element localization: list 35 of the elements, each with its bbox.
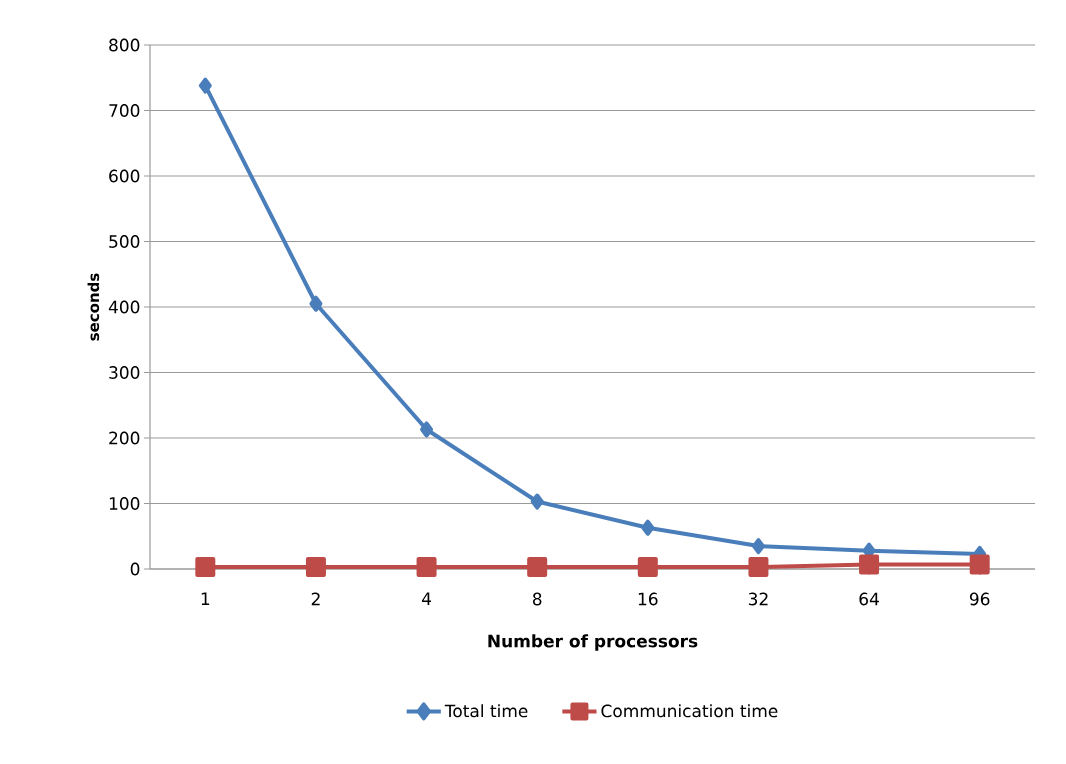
point — [641, 519, 655, 536]
point — [309, 295, 323, 312]
legend-label: Communication time — [601, 704, 778, 718]
x-tick-label: 4 — [421, 592, 432, 605]
point — [195, 557, 216, 578]
x-tick-label: 64 — [859, 592, 879, 606]
point — [530, 493, 544, 510]
x-tick-label: 8 — [532, 592, 542, 606]
x-tick-label: 96 — [969, 592, 990, 606]
point — [751, 538, 765, 555]
y-tick-label: 0 — [130, 562, 140, 576]
y-tick-label: 100 — [109, 497, 140, 510]
point — [416, 557, 437, 578]
y-tick-label: 500 — [109, 235, 140, 248]
point — [420, 421, 434, 438]
point — [198, 77, 212, 94]
point — [748, 557, 769, 578]
point — [969, 554, 990, 575]
y-axis-title: seconds — [87, 273, 100, 341]
point — [859, 554, 880, 575]
x-axis-title: Number of processors — [488, 634, 698, 651]
y-tick-label: 600 — [109, 169, 140, 183]
point — [527, 557, 548, 578]
y-tick-label: 700 — [109, 104, 140, 117]
point — [305, 557, 326, 578]
y-tick-label: 300 — [109, 366, 140, 379]
y-tick-label: 200 — [109, 431, 140, 445]
y-tick-label: 800 — [109, 38, 140, 52]
x-tick-label: 2 — [311, 592, 320, 606]
point — [637, 557, 658, 578]
legend-label: Total time — [444, 704, 528, 718]
x-tick-label: 1 — [201, 592, 210, 605]
x-tick-label: 16 — [638, 592, 658, 606]
y-tick-label: 400 — [108, 300, 140, 314]
x-tick-label: 32 — [748, 592, 768, 606]
